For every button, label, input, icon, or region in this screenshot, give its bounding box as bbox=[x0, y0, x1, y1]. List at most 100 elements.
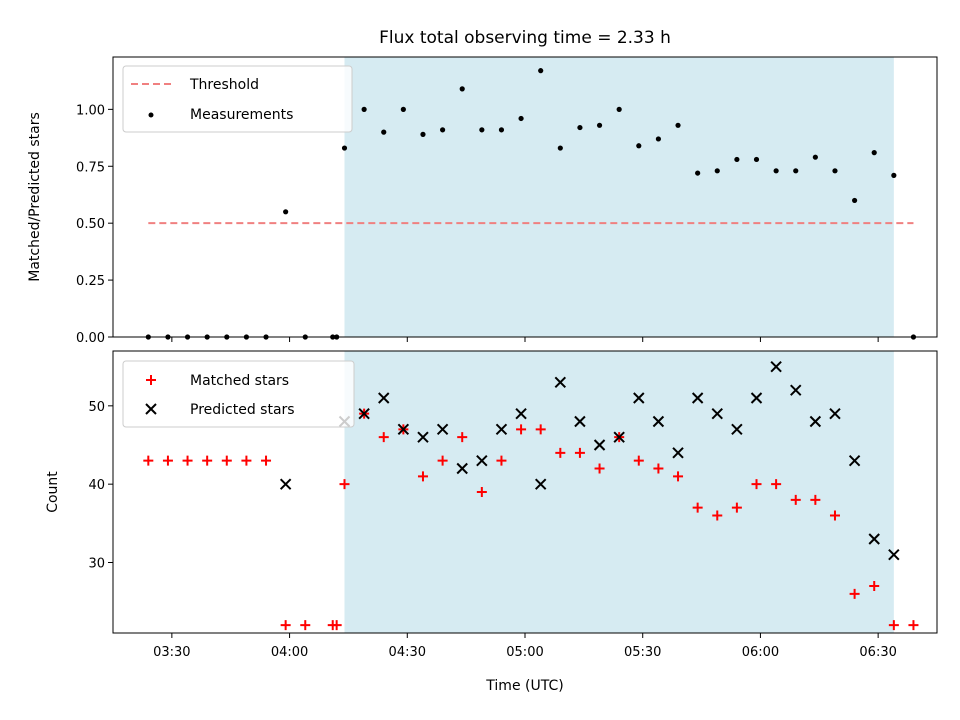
measurements-point bbox=[773, 168, 779, 174]
predicted-stars-point bbox=[554, 376, 567, 389]
measurements-point bbox=[400, 106, 406, 112]
measurements-point bbox=[459, 86, 465, 92]
measurements-point bbox=[518, 115, 524, 122]
matched-stars-point bbox=[574, 447, 585, 458]
predicted-stars-point bbox=[770, 360, 782, 373]
matched-stars-point bbox=[790, 494, 801, 505]
measurements-point bbox=[675, 122, 681, 128]
y-tick-label: 30 bbox=[88, 557, 105, 572]
top-highlight-span bbox=[344, 57, 894, 337]
matched-stars-point bbox=[555, 447, 566, 458]
bottom-y-ticks: 30 40 50 bbox=[88, 400, 113, 572]
measurements-point bbox=[440, 127, 446, 133]
legend-measurements-swatch bbox=[148, 112, 154, 118]
y-tick-label: 0.75 bbox=[76, 160, 105, 175]
top-legend-box bbox=[122, 65, 353, 133]
legend-threshold-label: Threshold bbox=[189, 77, 259, 93]
matched-stars-point bbox=[182, 455, 193, 466]
predicted-stars-point bbox=[790, 384, 802, 396]
predicted-stars-point bbox=[515, 407, 527, 420]
matched-stars-point bbox=[888, 620, 899, 631]
matched-stars-point bbox=[202, 455, 213, 466]
matched-stars-point bbox=[162, 455, 173, 466]
predicted-stars-point bbox=[652, 415, 665, 428]
predicted-stars-point bbox=[436, 423, 449, 436]
predicted-stars-point bbox=[358, 407, 370, 420]
predicted-stars-point bbox=[397, 423, 410, 436]
bottom-y-axis-label: Count bbox=[45, 471, 61, 513]
matched-stars-point bbox=[476, 487, 487, 497]
matched-stars-point bbox=[378, 432, 389, 443]
measurements-point bbox=[714, 168, 720, 174]
x-tick-label: 06:30 bbox=[859, 645, 896, 660]
matched-stars-point bbox=[417, 471, 428, 482]
matched-stars-point bbox=[339, 479, 350, 490]
measurements-point bbox=[577, 124, 583, 131]
matched-stars-point bbox=[535, 424, 546, 435]
measurements-point bbox=[498, 127, 505, 133]
x-tick-label: 05:00 bbox=[506, 645, 543, 660]
matched-stars-point bbox=[221, 455, 232, 466]
matched-stars-point bbox=[261, 455, 272, 466]
matched-stars-point bbox=[633, 455, 644, 466]
measurements-point bbox=[361, 106, 367, 112]
top-marks bbox=[145, 68, 917, 340]
matched-stars-point bbox=[280, 620, 291, 631]
measurements-point bbox=[655, 136, 662, 142]
matched-stars-point bbox=[653, 463, 664, 474]
measurements-point bbox=[832, 168, 838, 174]
predicted-stars-point bbox=[750, 392, 763, 404]
predicted-stars-point bbox=[829, 407, 841, 420]
chart-title: Flux total observing time = 2.33 h bbox=[379, 28, 671, 48]
measurements-point bbox=[793, 168, 799, 174]
measurements-point bbox=[341, 145, 348, 151]
y-tick-label: 0.00 bbox=[76, 331, 105, 346]
matched-stars-point bbox=[241, 455, 252, 466]
legend-predicted-swatch bbox=[145, 403, 157, 415]
matched-stars-point bbox=[331, 620, 342, 631]
bottom-marks bbox=[143, 360, 919, 631]
predicted-stars-point bbox=[731, 423, 743, 436]
predicted-stars-point bbox=[711, 407, 723, 420]
bottom-legend: Matched stars Predicted stars bbox=[122, 360, 355, 428]
measurements-point bbox=[420, 131, 426, 137]
matched-stars-point bbox=[869, 581, 880, 591]
matched-stars-point bbox=[457, 432, 468, 443]
predicted-stars-point bbox=[672, 447, 684, 459]
legend-matched-label: Matched stars bbox=[190, 373, 289, 389]
y-tick-label: 50 bbox=[88, 400, 105, 415]
matched-stars-point bbox=[300, 620, 311, 631]
x-tick-label: 04:30 bbox=[389, 645, 426, 660]
predicted-stars-point bbox=[868, 533, 880, 545]
measurements-point bbox=[596, 122, 603, 128]
measurements-point bbox=[479, 127, 485, 133]
predicted-stars-point bbox=[613, 431, 625, 443]
measurements-point bbox=[734, 156, 740, 163]
top-x-ticks bbox=[171, 337, 879, 342]
bottom-legend-box bbox=[122, 360, 355, 428]
measurements-point bbox=[283, 209, 289, 215]
predicted-stars-point bbox=[691, 392, 704, 404]
predicted-stars-point bbox=[593, 439, 606, 451]
measurements-point bbox=[852, 197, 858, 204]
matched-stars-point bbox=[516, 424, 527, 435]
measurements-point bbox=[753, 156, 760, 163]
measurements-point bbox=[381, 129, 387, 135]
top-legend: Threshold Measurements bbox=[122, 65, 353, 133]
y-tick-label: 40 bbox=[88, 478, 105, 493]
matched-stars-point bbox=[908, 620, 919, 631]
legend-matched-swatch bbox=[146, 375, 156, 385]
matched-stars-point bbox=[731, 502, 742, 513]
x-tick-label: 03:30 bbox=[153, 645, 190, 660]
predicted-stars-point bbox=[809, 415, 822, 428]
measurements-point bbox=[871, 150, 877, 156]
predicted-stars-point bbox=[279, 478, 292, 490]
measurements-point bbox=[616, 106, 622, 112]
legend-measurements-label: Measurements bbox=[190, 107, 293, 123]
bottom-panel: 30 40 50 03:30 04:00 04:30 05:00 05:30 06:00 06:… bbox=[45, 350, 938, 694]
bottom-x-ticks: 03:30 04:00 04:30 05:00 05:30 06:00 06:30 bbox=[153, 633, 897, 660]
measurements-point bbox=[636, 143, 642, 149]
top-y-axis-label: Matched/Predicted stars bbox=[27, 112, 43, 282]
measurements-point bbox=[538, 68, 544, 74]
